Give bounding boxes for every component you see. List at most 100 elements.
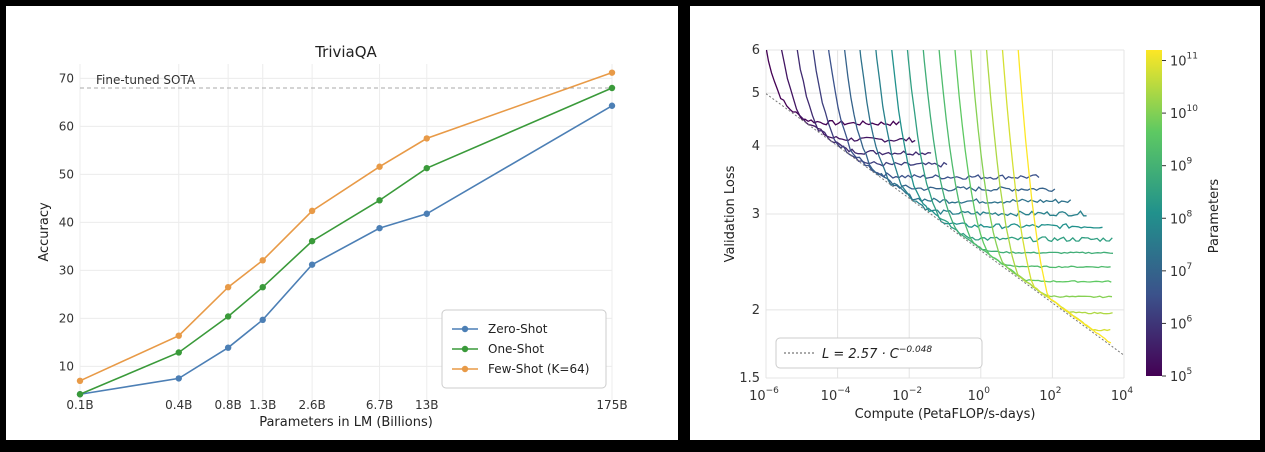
colorbar-ticks: 105 106 107 108 109 1010 1011 [1162,52,1198,385]
training-curve [796,50,932,156]
legend-box [775,337,983,369]
series-line [79,105,613,396]
data-point [608,69,616,76]
data-point [608,84,616,92]
x-tick-label: 0.4B [165,398,192,412]
triviaqa-chart: Fine-tuned SOTA 0.1B 0.4B 0.8B 1.3B 2.6B 6.7B… [37,43,628,430]
series-group [766,50,1114,344]
y-tick-label: 6 [752,43,760,58]
data-point [76,391,84,398]
data-point [423,210,430,217]
data-point [175,375,182,382]
data-point [308,237,316,245]
training-curve [859,50,1072,204]
y-tick-label: 10 [59,359,74,373]
x-tick-label: 0.8B [214,398,241,412]
colorbar-tick-label: 1011 [1170,52,1198,70]
colorbar-tick-label: 105 [1170,367,1192,385]
y-axis-label: Validation Loss [723,165,738,262]
training-curve [954,50,1112,283]
colorbar-tick-label: 108 [1170,209,1193,227]
legend-label-fit: L = 2.57 · C−0.048 [822,345,932,362]
x-tick-label: 10−6 [749,386,779,404]
data-point [376,224,383,232]
legend-marker [461,345,469,353]
colorbar-tick-label: 106 [1170,314,1193,332]
y-tick-label: 3 [752,207,760,222]
scaling-chart-panel: 10−6 10−4 10−2 100 102 104 1.5 2 3 4 5 6 Validation… [690,6,1260,440]
tick-labels: 0.1B 0.4B 0.8B 1.3B 2.6B 6.7B 13B 175B 10 20 30 40 5… [59,71,628,412]
y-tick-label: 70 [59,71,74,85]
legend-marker [461,325,469,333]
y-tick-label: 5 [752,86,760,101]
colorbar [1146,50,1162,376]
x-tick-label: 0.1B [66,398,93,412]
data-point [259,257,266,264]
y-tick-label: 50 [59,167,74,181]
x-tick-label: 102 [1039,386,1061,404]
training-curve [922,50,1114,255]
colorbar-tick-label: 1010 [1170,104,1198,122]
data-point [608,102,616,109]
x-tick-label: 2.6B [298,398,325,412]
x-axis-label: Compute (PetaFLOP/s-days) [855,407,1036,422]
series-group [76,69,616,398]
data-point [308,207,316,215]
y-tick-label: 30 [59,263,74,277]
colorbar-tick-label: 109 [1170,157,1193,175]
reference-line: Fine-tuned SOTA [80,73,612,89]
series-line [79,71,613,382]
legend-label: Few-Shot (K=64) [488,362,589,376]
x-tick-label: 175B [596,398,627,412]
legend: L = 2.57 · C−0.048 [775,337,983,369]
legend-marker [461,365,469,373]
x-tick-label: 10−2 [892,386,922,404]
tick-labels: 10−6 10−4 10−2 100 102 104 1.5 2 3 4 5 6 [739,43,1133,404]
x-tick-label: 13B [415,398,439,412]
legend-label: One-Shot [488,342,544,356]
legend-box [441,309,607,389]
data-point [423,164,430,172]
triviaqa-chart-panel: Fine-tuned SOTA 0.1B 0.4B 0.8B 1.3B 2.6B 6.7B… [6,6,678,440]
reference-line-label: Fine-tuned SOTA [96,73,196,87]
data-point [308,261,316,268]
legend-label: Zero-Shot [488,322,548,336]
training-curve [891,50,1103,230]
training-curve [812,50,948,168]
training-curve [1017,50,1112,344]
data-point [224,313,232,320]
x-tick-label: 100 [968,386,991,404]
y-tick-label: 20 [59,311,74,325]
data-point [376,197,383,204]
data-point [224,284,232,291]
series-line [79,87,613,395]
data-point [376,163,383,170]
x-tick-label: 10−4 [821,386,851,404]
training-curve [844,50,1056,192]
y-tick-label: 1.5 [739,371,760,386]
data-point [259,284,266,291]
y-axis-label: Accuracy [37,202,52,262]
y-tick-label: 4 [752,139,760,154]
y-tick-label: 40 [59,215,74,229]
data-point [175,332,182,339]
training-curve [875,50,1087,217]
data-point [175,349,182,356]
grid [765,49,1125,379]
training-curve [780,50,916,143]
training-curve [938,50,1111,269]
x-tick-label: 1.3B [249,398,276,412]
training-curve [828,50,1040,181]
x-tick-label: 104 [1111,386,1134,404]
chart-title: TriviaQA [314,43,377,61]
data-point [259,316,266,324]
y-tick-label: 2 [752,303,760,318]
legend: Zero-Shot One-Shot Few-Shot (K=64) [441,309,607,389]
colorbar-label: Parameters [1207,179,1222,254]
data-point [76,377,84,384]
training-curve [766,50,900,127]
data-point [423,135,430,142]
data-point [224,344,232,351]
scaling-chart: 10−6 10−4 10−2 100 102 104 1.5 2 3 4 5 6 Validation… [723,43,1222,422]
x-tick-label: 6.7B [366,398,393,412]
